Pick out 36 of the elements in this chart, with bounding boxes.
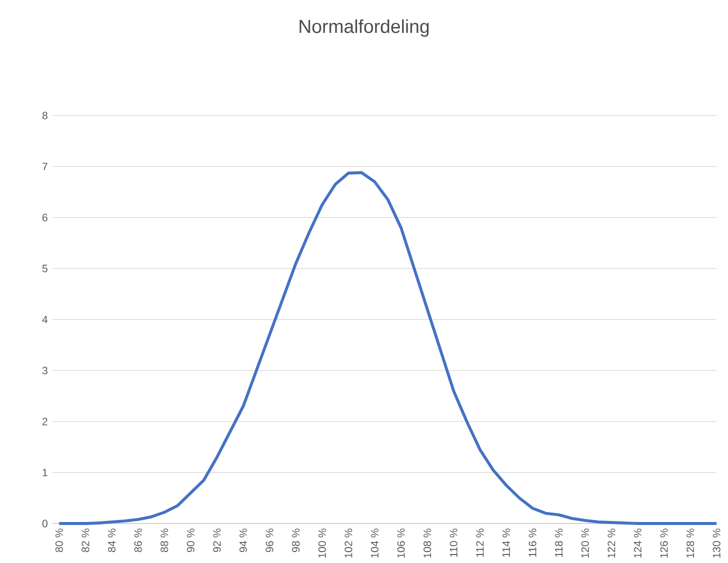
- x-tick-label: 90 %: [186, 528, 194, 552]
- x-tick-label: 122 %: [608, 528, 616, 558]
- x-tick-label: 102 %: [344, 528, 352, 558]
- x-tick-label: 130 %: [712, 528, 720, 558]
- y-tick-label: 0: [42, 520, 48, 528]
- x-tick-label: 124 %: [634, 528, 642, 558]
- x-tick-label: 112 %: [476, 528, 484, 557]
- x-tick-label: 106 %: [397, 528, 405, 558]
- x-tick-label: 118 %: [555, 528, 563, 557]
- x-tick-label: 104 %: [370, 528, 379, 558]
- x-tick-label: 114 %: [502, 528, 510, 557]
- y-tick-label: 8: [42, 112, 48, 120]
- x-tick-label: 116 %: [528, 528, 536, 557]
- x-tick-label: 82 %: [82, 528, 90, 552]
- y-tick-label: 7: [42, 162, 48, 170]
- x-tick-label: 126 %: [660, 528, 668, 558]
- y-tick-label: 2: [42, 418, 48, 426]
- x-tick-label: 94 %: [239, 528, 248, 552]
- x-tick-label: 100 %: [318, 528, 326, 558]
- x-tick-label: 128 %: [686, 528, 694, 558]
- x-tick-label: 80 %: [55, 528, 63, 552]
- x-tick-label: 120 %: [581, 528, 589, 558]
- x-tick-label: 88 %: [160, 528, 168, 552]
- y-tick-label: 1: [42, 468, 48, 476]
- chart-title: Normalfordeling: [300, 19, 429, 37]
- x-tick-label: 84 %: [108, 528, 116, 552]
- x-tick-label: 92 %: [213, 528, 221, 552]
- x-tick-label: 110 %: [450, 528, 458, 557]
- x-tick-label: 86 %: [134, 528, 142, 552]
- y-tick-label: 5: [42, 264, 48, 272]
- x-tick-label: 96 %: [266, 528, 274, 552]
- x-tick-label: 98 %: [292, 528, 300, 552]
- y-tick-label: 3: [42, 366, 48, 374]
- x-tick-label: 108 %: [424, 528, 432, 558]
- y-tick-label: 4: [42, 316, 48, 324]
- y-tick-label: 6: [42, 214, 48, 222]
